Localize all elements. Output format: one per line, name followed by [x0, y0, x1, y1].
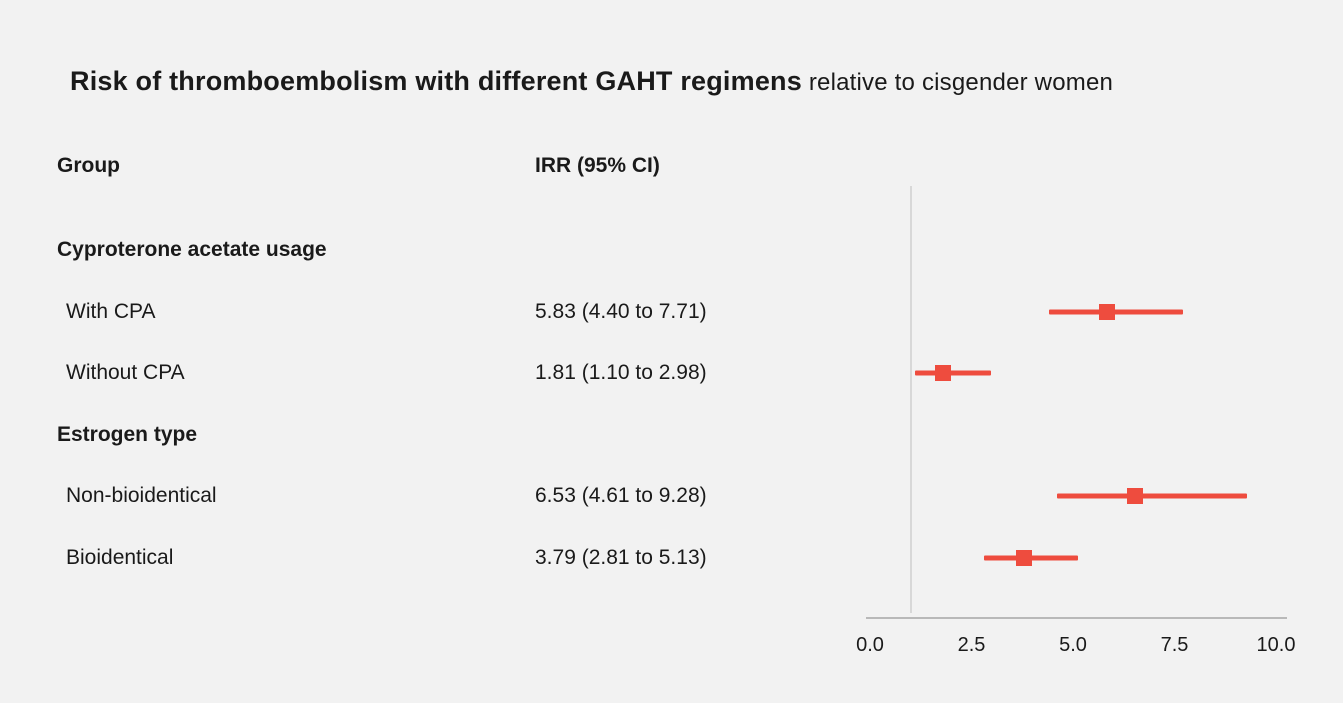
column-header-irr: IRR (95% CI): [535, 154, 660, 177]
row-irr-value: 3.79 (2.81 to 5.13): [535, 545, 707, 569]
point-estimate-marker: [935, 365, 952, 381]
confidence-interval-line: [1048, 309, 1183, 314]
figure-title-main: Risk of thromboembolism with different G…: [70, 66, 802, 96]
point-estimate-marker: [1127, 488, 1144, 504]
x-axis-tick-label: 5.0: [1059, 634, 1087, 656]
group-header: Estrogen type: [57, 422, 198, 446]
group-header: Cyproterone acetate usage: [57, 238, 327, 261]
row-label: With CPA: [66, 299, 156, 323]
row-irr-value: 5.83 (4.40 to 7.71): [535, 299, 707, 323]
x-axis-line: [866, 617, 1287, 619]
figure-title-suffix: relative to cisgender women: [801, 69, 1114, 96]
x-axis-tick-label: 7.5: [1160, 634, 1189, 656]
x-axis-tick-label: 10.0: [1256, 634, 1296, 656]
row-label: Bioidentical: [66, 545, 174, 569]
row-label: Non-bioidentical: [66, 484, 217, 507]
point-estimate-marker: [1015, 549, 1032, 566]
row-irr-value: 6.53 (4.61 to 9.28): [535, 484, 707, 507]
x-axis-tick-label: 0.0: [856, 634, 884, 656]
row-irr-value: 1.81 (1.10 to 2.98): [535, 361, 707, 384]
confidence-interval-line: [914, 370, 991, 376]
x-axis-tick-label: 2.5: [957, 634, 986, 656]
reference-line: [909, 186, 912, 613]
column-header-group: Group: [57, 154, 120, 177]
figure-title: Risk of thromboembolism with different G…: [70, 66, 1113, 97]
point-estimate-marker: [1098, 303, 1115, 320]
confidence-interval-line: [1057, 493, 1247, 499]
row-label: Without CPA: [66, 361, 185, 384]
